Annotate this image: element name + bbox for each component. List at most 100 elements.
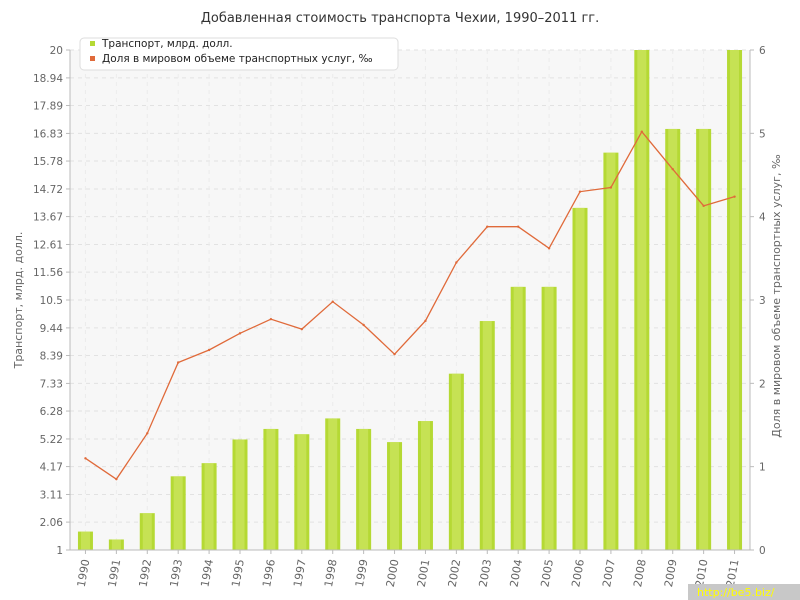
x-tick-label: 2000	[384, 558, 402, 588]
bar-1993	[170, 476, 186, 550]
line-path	[85, 130, 735, 481]
line-point-2006	[578, 190, 582, 193]
line-point-1997	[300, 327, 304, 331]
left-tick-label: 1	[56, 545, 63, 557]
legend-label-line: Доля в мировом объеме транспортных услуг…	[102, 53, 373, 65]
bar-2000	[387, 442, 403, 550]
bar-highlight	[266, 428, 276, 550]
x-tick-label: 1993	[167, 558, 185, 588]
line-point-2005	[547, 247, 551, 250]
bar-2008	[634, 50, 650, 550]
left-tick-label: 15.78	[33, 156, 63, 168]
bar-2002	[448, 373, 464, 550]
line-point-2008	[640, 130, 644, 133]
left-tick-label: 16.83	[33, 128, 63, 140]
bar-highlight	[173, 476, 183, 550]
left-tick-label: 11.56	[33, 267, 63, 279]
left-tick-label: 20	[50, 45, 63, 57]
bar-highlight	[297, 434, 307, 550]
left-tick-label: 7.33	[40, 378, 63, 390]
left-tick-label: 8.39	[40, 351, 63, 363]
line-point-1999	[362, 323, 365, 327]
right-tick-label: 2	[759, 378, 766, 390]
line-point-2004	[516, 225, 520, 228]
right-tick-label: 6	[759, 45, 766, 57]
bar-highlight	[142, 513, 152, 550]
bar-2001	[417, 421, 433, 550]
bar-highlight	[80, 531, 90, 550]
left-tick-label: 4.17	[40, 462, 63, 474]
left-tick-label: 2.06	[40, 517, 64, 529]
bar-highlight	[204, 463, 214, 550]
bar-2005	[541, 286, 557, 550]
x-tick-label: 1996	[260, 558, 278, 588]
line-point-2002	[455, 261, 458, 264]
x-tick-label: 1991	[106, 558, 124, 588]
x-tick-label: 1999	[353, 558, 371, 588]
line-point-1996	[269, 317, 273, 321]
bar-highlight	[730, 50, 740, 550]
x-tick-label: 2002	[446, 558, 464, 588]
legend-swatch-bar	[90, 41, 95, 46]
bar-1996	[263, 428, 279, 550]
x-tick-label: 2005	[538, 558, 556, 588]
bar-2010	[696, 128, 712, 550]
x-tick-label: 1990	[75, 558, 93, 588]
bar-1997	[294, 434, 310, 550]
left-tick-label: 5.22	[40, 434, 63, 446]
line-point-2000	[393, 352, 396, 356]
legend-box	[79, 37, 399, 71]
bar-1995	[232, 439, 248, 550]
right-tick-label: 1	[759, 462, 766, 474]
right-tick-label: 3	[759, 295, 766, 307]
right-tick-label: 0	[759, 545, 766, 557]
watermark-text: http://be5.biz/	[697, 586, 775, 599]
line-point-2003	[486, 225, 489, 228]
x-tick-label: 1998	[322, 558, 340, 588]
x-tick-label: 2009	[662, 558, 680, 588]
x-tick-label: 1994	[198, 558, 216, 588]
line-point-1993	[176, 361, 180, 364]
x-tick-label: 2003	[477, 558, 495, 588]
bar-highlight	[575, 207, 585, 551]
bar-1994	[201, 463, 217, 550]
x-tick-label: 2007	[600, 558, 618, 588]
left-tick-label: 12.61	[33, 239, 63, 251]
left-tick-label: 10.5	[40, 295, 63, 307]
bar-1992	[139, 513, 155, 550]
x-tick-label: 2006	[569, 558, 587, 588]
bar-2003	[479, 321, 495, 550]
bar-highlight	[699, 128, 709, 550]
watermark: http://be5.biz/	[688, 584, 800, 600]
bar-1991	[108, 539, 124, 550]
bar-highlight	[390, 442, 400, 550]
line-point-1992	[146, 432, 149, 435]
legend: Транспорт, млрд. долл. Доля в мировом об…	[79, 37, 399, 71]
bar-highlight	[328, 418, 338, 550]
bar-1990	[77, 531, 93, 550]
line-point-1995	[238, 332, 242, 335]
line-point-2010	[702, 204, 705, 208]
left-tick-label: 6.28	[40, 406, 63, 418]
bar-1998	[325, 418, 341, 550]
x-tick-label: 2004	[507, 558, 525, 588]
line-point-1998	[331, 300, 334, 303]
line-point-1991	[115, 477, 118, 481]
x-tick-label: 2001	[415, 558, 433, 588]
left-axis-ticks: 1 2.06 3.11 4.17 5.22 6.28 7.33 8.39 9.44 10.5 11.…	[33, 45, 70, 557]
x-tick-label: 2008	[631, 558, 649, 588]
bar-2007	[603, 152, 619, 550]
bar-series	[77, 50, 743, 551]
left-tick-label: 17.89	[33, 101, 63, 113]
line-point-2001	[424, 319, 427, 323]
line-point-1994	[207, 348, 211, 352]
line-point-2009	[671, 167, 674, 171]
line-point-2011	[733, 195, 736, 198]
right-axis-ticks: 0 1 2 3 4 5 6	[750, 45, 766, 557]
left-tick-label: 3.11	[40, 489, 63, 501]
left-axis-label: Транспорт, млрд. долл.	[12, 232, 25, 370]
bar-1999	[356, 428, 372, 550]
x-axis-ticks: 1990 1991 1992 1993 1994 1995 1996 1997 1998 1999…	[75, 550, 741, 588]
bar-2009	[665, 128, 681, 550]
bar-highlight	[544, 286, 554, 550]
